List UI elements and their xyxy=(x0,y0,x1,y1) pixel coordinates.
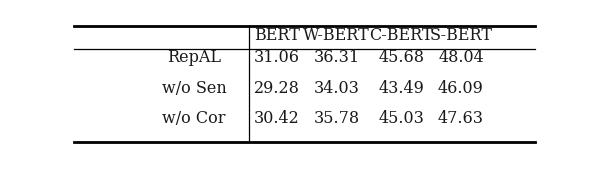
Text: BERT: BERT xyxy=(254,27,300,44)
Text: W-BERT: W-BERT xyxy=(304,27,370,44)
Text: 46.09: 46.09 xyxy=(438,80,484,97)
Text: 31.06: 31.06 xyxy=(254,49,300,66)
Text: 45.03: 45.03 xyxy=(378,110,424,127)
Text: C-BERT: C-BERT xyxy=(369,27,433,44)
Text: 35.78: 35.78 xyxy=(314,110,360,127)
Text: S-BERT: S-BERT xyxy=(429,27,492,44)
Text: 43.49: 43.49 xyxy=(378,80,424,97)
Text: 48.04: 48.04 xyxy=(438,49,484,66)
Text: 36.31: 36.31 xyxy=(314,49,360,66)
Text: 34.03: 34.03 xyxy=(314,80,359,97)
Text: 29.28: 29.28 xyxy=(254,80,300,97)
Text: RepAL: RepAL xyxy=(167,49,221,66)
Text: w/o Cor: w/o Cor xyxy=(162,110,226,127)
Text: 30.42: 30.42 xyxy=(254,110,300,127)
Text: w/o Sen: w/o Sen xyxy=(162,80,226,97)
Text: 47.63: 47.63 xyxy=(438,110,484,127)
Text: 45.68: 45.68 xyxy=(378,49,424,66)
